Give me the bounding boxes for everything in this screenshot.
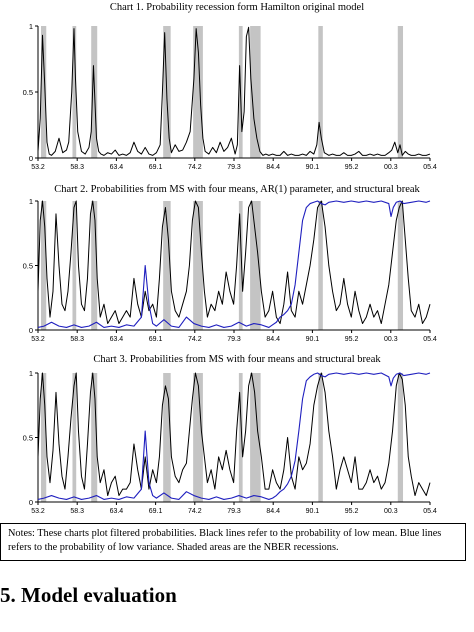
recession-band: [72, 26, 77, 158]
x-tick-label: 63.4: [110, 336, 124, 343]
recession-band: [238, 201, 243, 330]
y-tick-label: 1: [29, 369, 33, 378]
recession-band: [250, 373, 261, 502]
notes-box: Notes: These charts plot filtered probab…: [0, 523, 466, 561]
recession-band: [91, 373, 98, 502]
series-line-black: [37, 26, 431, 156]
x-tick-label: 05.4: [423, 164, 437, 171]
x-tick-label: 84.4: [266, 164, 280, 171]
x-tick-label: 05.4: [423, 508, 437, 515]
series-line-black: [37, 372, 431, 497]
recession-band: [163, 201, 171, 330]
chart-1-panel: 1 0.5 053.2 58.3 63.4 69.1 74.2 79.3 84.4 90.1 95.…: [23, 22, 437, 171]
x-tick-label: 00.3: [384, 164, 398, 171]
series-line-blue: [37, 372, 431, 500]
chart-3-title: Chart 3. Probabilities from MS with four…: [93, 354, 381, 365]
x-tick-label: 95.2: [345, 508, 359, 515]
x-tick-label: 69.1: [149, 164, 163, 171]
y-tick-label: 0.5: [23, 88, 33, 97]
x-tick-label: 00.3: [384, 508, 398, 515]
y-tick-label: 0.5: [23, 262, 33, 271]
recession-band: [250, 26, 261, 158]
x-tick-label: 95.2: [345, 336, 359, 343]
x-tick-label: 74.2: [188, 164, 202, 171]
x-tick-label: 53.2: [31, 164, 45, 171]
x-tick-label: 05.4: [423, 336, 437, 343]
chart-2-panel: 1 0.5 053.2 58.3 63.4 69.1 74.2 79.3 84.4 90.1 95.…: [23, 197, 437, 343]
x-tick-label: 58.3: [70, 336, 84, 343]
recession-band: [193, 373, 203, 502]
x-tick-label: 79.3: [227, 164, 241, 171]
recession-band: [40, 201, 47, 330]
recession-band: [72, 373, 77, 502]
y-tick-label: 1: [29, 22, 33, 31]
notes-text: Notes: These charts plot filtered probab…: [8, 528, 442, 553]
x-tick-label: 53.2: [31, 508, 45, 515]
recession-band: [193, 201, 203, 330]
recession-band: [163, 373, 171, 502]
y-tick-label: 0: [29, 498, 33, 507]
x-tick-label: 53.2: [31, 336, 45, 343]
y-tick-label: 0: [29, 326, 33, 335]
x-tick-label: 63.4: [110, 164, 124, 171]
x-tick-label: 69.1: [149, 336, 163, 343]
chart-1-title: Chart 1. Probability recession form Hami…: [109, 2, 365, 13]
recession-band: [397, 373, 404, 502]
series-line-black: [37, 200, 431, 325]
x-tick-label: 58.3: [70, 164, 84, 171]
x-tick-label: 63.4: [110, 508, 124, 515]
recession-band: [193, 26, 203, 158]
chart-2-title: Chart 2. Probabilities from MS with four…: [54, 184, 420, 195]
recession-band: [318, 201, 323, 330]
recession-band: [72, 201, 77, 330]
recession-band: [397, 26, 404, 158]
recession-band: [397, 201, 404, 330]
y-tick-label: 0.5: [23, 434, 33, 443]
x-tick-label: 84.4: [266, 508, 280, 515]
x-tick-label: 69.1: [149, 508, 163, 515]
x-tick-label: 95.2: [345, 164, 359, 171]
x-tick-label: 00.3: [384, 336, 398, 343]
x-tick-label: 90.1: [306, 336, 320, 343]
y-tick-label: 1: [29, 197, 33, 206]
x-tick-label: 79.3: [227, 336, 241, 343]
chart-3-panel: 1 0.5 053.2 58.3 63.4 69.1 74.2 79.3 84.4 90.1 95.…: [23, 369, 437, 515]
x-tick-label: 84.4: [266, 336, 280, 343]
x-tick-label: 79.3: [227, 508, 241, 515]
recession-band: [238, 373, 243, 502]
series-line-blue: [37, 200, 431, 328]
recession-band: [40, 26, 47, 158]
recession-band: [318, 26, 323, 158]
recession-band: [250, 201, 261, 330]
x-tick-label: 74.2: [188, 336, 202, 343]
section-heading: 5. Model evaluation: [0, 583, 177, 607]
x-tick-label: 58.3: [70, 508, 84, 515]
x-tick-label: 74.2: [188, 508, 202, 515]
y-tick-label: 0: [29, 154, 33, 163]
recession-band: [40, 373, 47, 502]
x-tick-label: 90.1: [306, 164, 320, 171]
recession-band: [318, 373, 323, 502]
recession-band: [91, 201, 98, 330]
x-tick-label: 90.1: [306, 508, 320, 515]
